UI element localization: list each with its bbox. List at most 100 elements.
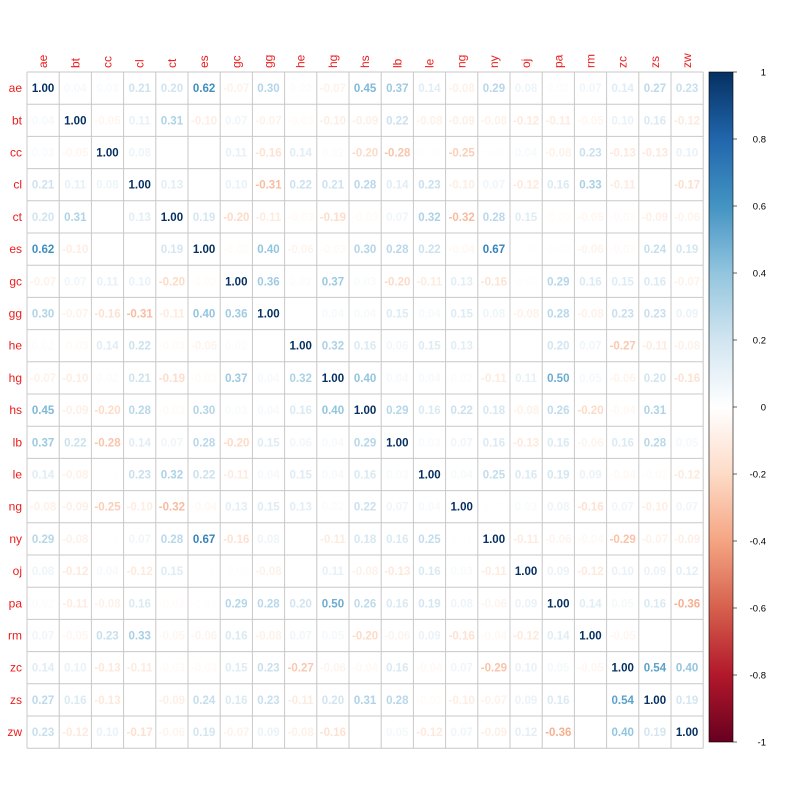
cell-value-he-bt: -0.03 bbox=[62, 341, 88, 353]
cell-value-ny-ct: 0.28 bbox=[161, 534, 184, 546]
cell-value-gc-he: 0.02 bbox=[290, 276, 312, 288]
cell-value-lb-bt: 0.22 bbox=[64, 437, 86, 449]
cell-value-ny-zs: -0.07 bbox=[642, 534, 668, 546]
cell-value-gg-zw: 0.09 bbox=[676, 309, 698, 321]
cell-value-hs-rm: -0.20 bbox=[577, 405, 603, 417]
cell-value-le-ae: 0.14 bbox=[32, 470, 55, 482]
legend-tick-label: 0.2 bbox=[753, 336, 766, 347]
cell-value-cc-gg: -0.16 bbox=[255, 148, 281, 160]
cell-value-le-oj: 0.16 bbox=[515, 470, 537, 482]
row-labels: ae bt cc cl ct es gc gg he hg hs lb le ng ny oj pa rm zc zs… bbox=[7, 81, 22, 739]
cell-value-hg-cc: 0.02 bbox=[96, 373, 118, 385]
cell-value-zw-he: -0.08 bbox=[288, 727, 315, 739]
cell-value-es-pa: -0.01 bbox=[545, 244, 572, 256]
column-label-zs: zs bbox=[648, 56, 662, 68]
row-label-gg: gg bbox=[9, 307, 22, 321]
cell-value-hg-hg: 1.00 bbox=[322, 373, 344, 385]
cell-value-gc-cc: 0.11 bbox=[97, 276, 119, 288]
cell-value-hs-oj: -0.08 bbox=[513, 405, 540, 417]
cell-value-gg-cl: -0.31 bbox=[127, 309, 154, 321]
cell-value-hg-le: 0.04 bbox=[418, 373, 441, 385]
column-label-zc: zc bbox=[616, 56, 630, 68]
cell-value-ct-ae: 0.20 bbox=[32, 212, 54, 224]
cell-value-zs-bt: 0.16 bbox=[64, 695, 86, 707]
column-label-cl: cl bbox=[133, 59, 147, 68]
cell-value-ng-cl: -0.10 bbox=[127, 502, 153, 514]
cell-value-ae-zw: 0.23 bbox=[676, 83, 698, 95]
cell-value-le-ng: 0.04 bbox=[451, 470, 474, 482]
cell-value-oj-es: 0.01 bbox=[193, 566, 216, 578]
cell-value-bt-cc: -0.05 bbox=[94, 115, 121, 127]
cell-value-pa-gc: 0.29 bbox=[225, 598, 247, 610]
legend-tick-label: 1 bbox=[761, 68, 766, 79]
column-label-bt: bt bbox=[68, 57, 82, 68]
cell-value-cl-le: 0.23 bbox=[418, 180, 440, 192]
row-label-hs: hs bbox=[9, 403, 22, 417]
cell-value-pa-zc: 0.05 bbox=[612, 598, 635, 610]
cell-value-ny-oj: -0.11 bbox=[513, 534, 539, 546]
cell-value-hs-cl: 0.28 bbox=[129, 405, 152, 417]
cell-value-ae-zc: 0.14 bbox=[612, 83, 635, 95]
cell-value-bt-oj: -0.12 bbox=[513, 115, 539, 127]
cell-value-zw-lb: 0.05 bbox=[386, 727, 409, 739]
cell-value-lb-he: 0.06 bbox=[290, 437, 312, 449]
cell-value-rm-es: -0.06 bbox=[191, 631, 217, 643]
cell-value-es-rm: -0.06 bbox=[577, 244, 603, 256]
cell-value-he-ae: 0.02 bbox=[32, 341, 54, 353]
row-label-zc: zc bbox=[10, 661, 22, 675]
cell-value-pa-ct: -0.02 bbox=[159, 598, 185, 610]
cell-value-zw-es: 0.19 bbox=[193, 727, 215, 739]
cell-value-ct-hs: -0.03 bbox=[352, 212, 378, 224]
cell-value-rm-gg: -0.08 bbox=[255, 631, 282, 643]
cell-value-bt-gg: -0.07 bbox=[255, 115, 281, 127]
cell-value-oj-cl: -0.12 bbox=[127, 566, 153, 578]
cell-values: 1.00 0.04 0.03 0.21 0.20 0.62 -0.07 0.30 0.02 -0.… bbox=[30, 83, 701, 739]
cell-value-cl-gg: -0.31 bbox=[255, 180, 282, 192]
cell-value-rm-cc: 0.23 bbox=[96, 631, 118, 643]
cell-value-zc-ng: 0.07 bbox=[451, 663, 473, 675]
row-label-es: es bbox=[9, 242, 22, 256]
cell-value-rm-gc: 0.16 bbox=[225, 631, 247, 643]
cell-value-rm-cl: 0.33 bbox=[129, 631, 151, 643]
cell-value-ae-ae: 1.00 bbox=[32, 83, 54, 95]
cell-value-gg-ng: 0.15 bbox=[451, 309, 474, 321]
cell-value-pa-ny: -0.06 bbox=[481, 598, 507, 610]
column-label-rm: rm bbox=[584, 54, 598, 68]
column-label-cc: cc bbox=[101, 56, 115, 68]
column-label-gc: gc bbox=[229, 55, 243, 68]
cell-value-bt-le: -0.08 bbox=[416, 115, 443, 127]
column-label-oj: oj bbox=[519, 59, 533, 68]
legend-tick-label: 0.8 bbox=[753, 135, 766, 146]
cell-value-cc-zc: -0.13 bbox=[610, 148, 636, 160]
cell-value-gg-ae: 0.30 bbox=[32, 309, 54, 321]
cell-value-lb-hs: 0.29 bbox=[354, 437, 376, 449]
column-label-ae: ae bbox=[36, 54, 50, 68]
cell-value-ae-ng: -0.08 bbox=[449, 83, 476, 95]
cell-value-hs-cc: -0.20 bbox=[94, 405, 120, 417]
cell-value-zc-hs: -0.04 bbox=[352, 663, 379, 675]
row-label-ae: ae bbox=[9, 81, 23, 95]
column-label-hg: hg bbox=[326, 55, 340, 68]
cell-value-es-bt: -0.10 bbox=[62, 244, 88, 256]
cell-value-hg-ae: -0.07 bbox=[30, 373, 56, 385]
cell-value-hg-lb: 0.04 bbox=[386, 373, 409, 385]
cell-value-gg-hg: 0.04 bbox=[322, 309, 345, 321]
cell-value-hs-gc: 0.03 bbox=[225, 405, 247, 417]
cell-value-zs-zc: 0.54 bbox=[612, 695, 635, 707]
cell-value-he-zc: -0.27 bbox=[610, 341, 636, 353]
cell-value-cl-rm: 0.33 bbox=[579, 180, 601, 192]
cell-value-es-zc: -0.03 bbox=[610, 244, 636, 256]
cell-value-zs-cc: -0.13 bbox=[94, 695, 120, 707]
cell-value-lb-es: 0.28 bbox=[193, 437, 216, 449]
cell-value-he-hs: 0.16 bbox=[354, 341, 376, 353]
cell-value-cl-ae: 0.21 bbox=[32, 180, 55, 192]
row-label-rm: rm bbox=[8, 629, 22, 643]
cell-value-ct-le: 0.32 bbox=[418, 212, 440, 224]
cell-value-ae-ny: 0.29 bbox=[483, 83, 505, 95]
cell-value-ae-rm: 0.07 bbox=[579, 83, 601, 95]
cell-value-ng-gc: 0.13 bbox=[225, 502, 247, 514]
cell-value-lb-le: 0.03 bbox=[418, 437, 440, 449]
cell-value-zs-ng: -0.10 bbox=[449, 695, 475, 707]
cell-value-ae-ct: 0.20 bbox=[161, 83, 183, 95]
cell-value-ng-lb: 0.07 bbox=[386, 502, 408, 514]
